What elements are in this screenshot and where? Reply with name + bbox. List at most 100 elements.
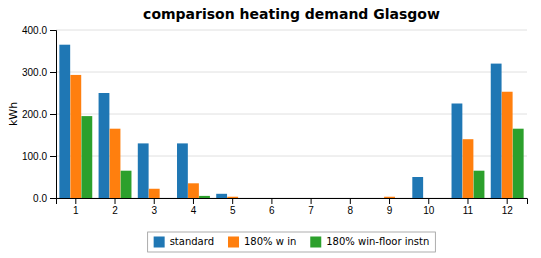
x-tick: 7 <box>308 198 314 216</box>
bar <box>463 139 474 198</box>
x-tick-label: 12 <box>502 205 514 216</box>
y-axis-title: kWh <box>7 102 20 126</box>
bar <box>177 143 188 198</box>
bar <box>70 75 81 198</box>
x-tick: 2 <box>112 198 118 216</box>
bar <box>149 189 160 198</box>
x-tick: 6 <box>269 198 275 216</box>
bar <box>491 64 502 198</box>
bar <box>295 198 306 199</box>
y-axis-line <box>50 31 57 199</box>
x-tick-mark <box>350 198 351 204</box>
x-tick-label: 2 <box>112 205 118 216</box>
x-tick-mark <box>507 198 508 204</box>
x-tick: 4 <box>191 198 197 216</box>
x-tick: 8 <box>348 198 354 216</box>
x-tick: 9 <box>387 198 393 216</box>
bar <box>395 198 406 199</box>
legend-label: standard <box>170 236 214 247</box>
legend-item: 180% win-floor instn <box>310 236 429 248</box>
x-tick-mark <box>389 198 390 204</box>
bar <box>356 198 367 199</box>
bar <box>255 198 266 199</box>
bar <box>238 198 249 199</box>
legend-item: standard <box>154 236 214 248</box>
x-tick: 11 <box>463 198 474 216</box>
x-tick-mark <box>311 198 312 204</box>
bar <box>121 171 132 198</box>
x-tick: 5 <box>230 198 236 216</box>
y-tick-label: 400.0 <box>22 25 47 36</box>
y-tick: 300.0 <box>22 67 56 78</box>
y-tick-label: 0.0 <box>33 193 47 204</box>
bar <box>317 198 328 199</box>
bar <box>188 183 199 198</box>
bar <box>81 116 92 198</box>
x-tick-label: 1 <box>73 205 79 216</box>
bar <box>502 92 513 198</box>
bar <box>306 198 317 199</box>
legend-swatch <box>228 237 239 248</box>
y-tick-mark <box>50 198 56 199</box>
title: comparison heating demand Glasgow <box>143 6 440 22</box>
bar <box>160 198 171 199</box>
y-tick-mark <box>50 72 56 73</box>
x-tick-mark <box>115 198 116 204</box>
x-tick-mark <box>428 198 429 204</box>
y-axis: 0.0 100.0 200.0 300.0 400.0 <box>22 25 57 204</box>
legend-label: 180% w in <box>244 236 296 247</box>
chart: 1234567891011120.0100.0200.0300.0400.0kW… <box>0 0 541 258</box>
y-tick: 0.0 <box>33 193 56 204</box>
grid-line <box>56 30 527 31</box>
bar-series <box>59 45 501 198</box>
legend: standard 180% w in 180% win-floor instn <box>148 232 436 252</box>
bar <box>199 196 210 198</box>
x-tick-mark <box>193 198 194 204</box>
y-tick: 100.0 <box>22 151 56 162</box>
bar <box>345 198 356 199</box>
y-tick: 200.0 <box>22 109 56 120</box>
bar <box>373 198 384 199</box>
bar <box>138 143 149 198</box>
x-tick: 12 <box>502 198 514 216</box>
bar <box>216 194 227 198</box>
legend-frame <box>148 232 436 252</box>
bar <box>59 45 70 198</box>
bar <box>334 198 345 199</box>
bar <box>434 198 445 199</box>
y-tick-label: 100.0 <box>22 151 47 162</box>
x-tick-label: 7 <box>308 205 314 216</box>
legend-label: 180% win-floor instn <box>326 236 429 247</box>
bar <box>227 197 238 198</box>
y-tick-mark <box>50 30 56 31</box>
bar <box>513 129 524 198</box>
bar <box>384 197 395 198</box>
legend-swatch <box>310 237 321 248</box>
bar <box>423 198 434 199</box>
y-tick-mark <box>50 114 56 115</box>
y-tick-label: 200.0 <box>22 109 47 120</box>
x-tick-mark <box>75 198 76 204</box>
x-tick-label: 3 <box>151 205 157 216</box>
x-axis: 123456789101112 <box>57 198 528 216</box>
x-tick-label: 4 <box>191 205 197 216</box>
y-tick-label: 300.0 <box>22 67 47 78</box>
x-tick-label: 8 <box>348 205 354 216</box>
bar <box>412 177 423 198</box>
x-tick-mark <box>467 198 468 204</box>
x-tick: 3 <box>151 198 157 216</box>
x-tick-label: 11 <box>463 205 474 216</box>
bar <box>278 198 289 199</box>
y-tick-mark <box>50 156 56 157</box>
bar <box>110 129 121 198</box>
grid <box>56 30 527 198</box>
x-tick-mark <box>271 198 272 204</box>
bar-series <box>81 116 523 198</box>
bar <box>452 104 463 199</box>
x-tick-label: 10 <box>423 205 435 216</box>
legend-item: 180% w in <box>228 236 296 248</box>
bar <box>266 198 277 199</box>
x-tick: 1 <box>73 198 79 216</box>
x-tick-label: 5 <box>230 205 236 216</box>
x-tick-mark <box>154 198 155 204</box>
